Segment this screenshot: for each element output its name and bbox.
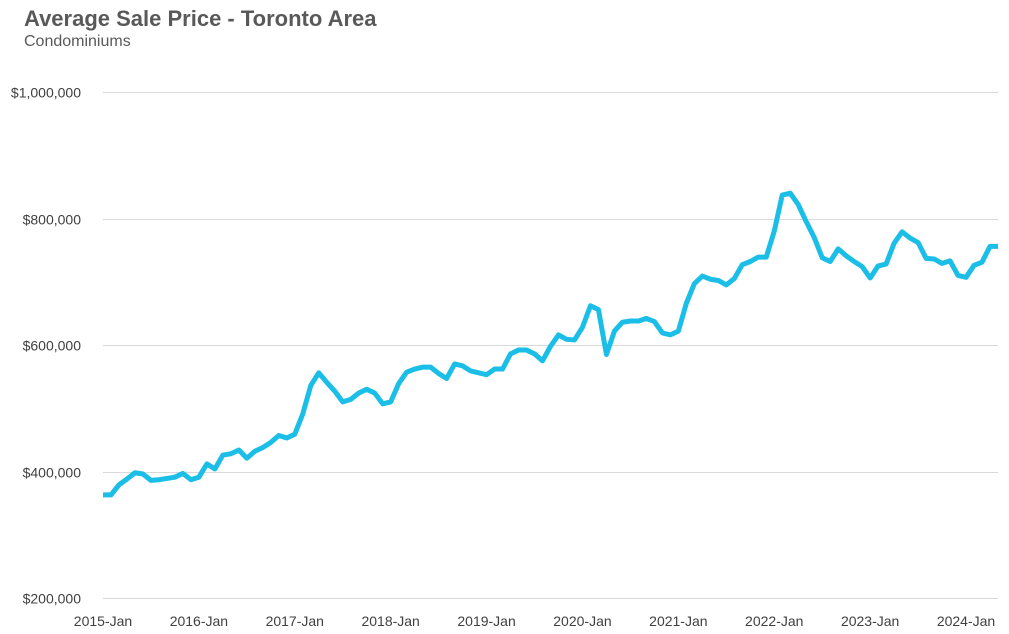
chart-title: Average Sale Price - Toronto Area [24,6,377,31]
x-tick-label: 2020-Jan [553,613,611,629]
y-tick-label: $1,000,000 [11,85,81,101]
y-tick-label: $200,000 [23,591,82,607]
y-axis: $200,000 $400,000 $600,000 $800,000 $1,000,0… [11,85,81,607]
x-tick-label: 2019-Jan [457,613,515,629]
series-layer [103,190,998,498]
x-tick-label: 2024-Jan [937,613,995,629]
chart-subtitle: Condominiums [24,33,131,50]
x-tick-label: 2022-Jan [745,613,803,629]
x-tick-label: 2023-Jan [841,613,899,629]
y-tick-label: $800,000 [23,212,82,228]
y-tick-label: $400,000 [23,465,82,481]
x-tick-label: 2015-Jan [74,613,132,629]
x-tick-label: 2018-Jan [361,613,419,629]
gridlines [103,92,998,599]
x-tick-label: 2016-Jan [170,613,228,629]
x-axis: 2015-Jan 2016-Jan 2017-Jan 2018-Jan 2019-Jan… [74,613,995,629]
series-line [103,190,998,498]
y-tick-label: $600,000 [23,338,82,354]
x-tick-label: 2017-Jan [266,613,324,629]
x-tick-label: 2021-Jan [649,613,707,629]
